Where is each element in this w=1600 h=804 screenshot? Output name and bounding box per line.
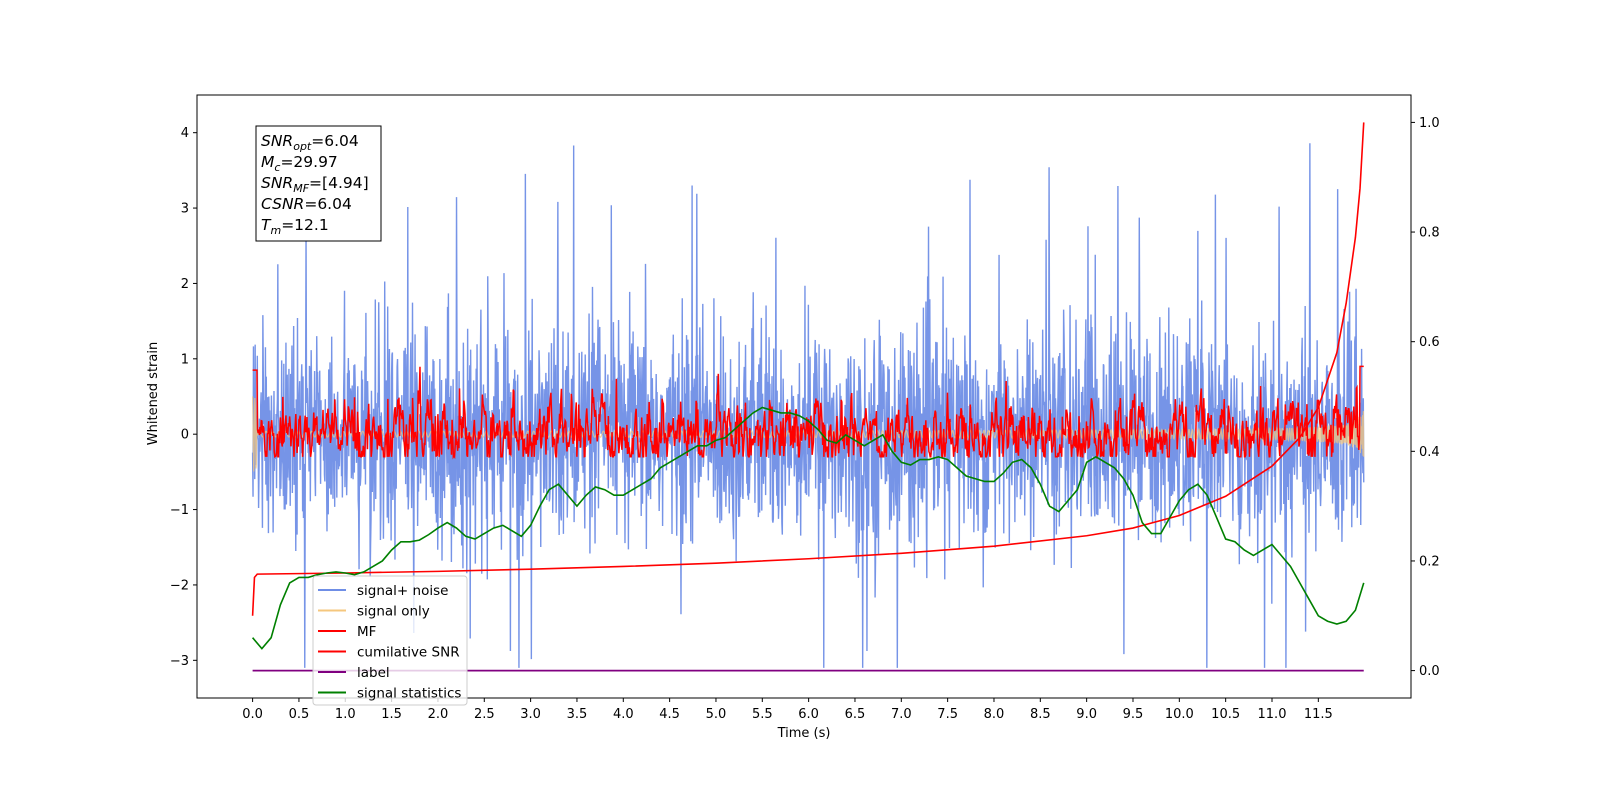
legend-label: signal statistics — [357, 686, 461, 702]
x-tick-label: 10.5 — [1211, 707, 1240, 722]
x-tick-label: 3.0 — [520, 707, 541, 722]
y-tick-label: 3 — [181, 202, 189, 217]
x-tick-label: 2.0 — [428, 707, 449, 722]
annotation-value: =12.1 — [281, 216, 329, 234]
annotation-line: SNRopt=6.04 — [261, 132, 359, 153]
legend-label: signal+ noise — [357, 583, 448, 599]
x-tick-label: 7.0 — [891, 707, 912, 722]
legend-label: cumilative SNR — [357, 645, 460, 661]
x-axis-label: Time (s) — [777, 726, 831, 741]
y-tick-label: 2 — [181, 277, 189, 292]
annotation-value: =29.97 — [280, 153, 337, 171]
annotation-symbol: M — [261, 153, 274, 171]
y2-tick-label: 0.2 — [1419, 554, 1440, 569]
annotation-frame — [255, 125, 382, 242]
legend-label: MF — [357, 624, 376, 640]
x-tick-label: 2.5 — [474, 707, 495, 722]
annotation-line: SNRMF=[4.94] — [261, 174, 369, 195]
legend: signal+ noise signal only MF cumilative SNR… — [312, 575, 468, 706]
x-tick-label: 8.0 — [984, 707, 1005, 722]
annotation-line: Mc=29.97 — [261, 153, 338, 174]
annotation-symbol: T — [261, 216, 272, 234]
plot-frame — [196, 94, 1412, 699]
y-tick-label: 0 — [181, 428, 189, 443]
legend-frame — [312, 575, 468, 706]
y2-tick-label: 0.0 — [1419, 664, 1440, 679]
x-tick-label: 9.0 — [1076, 707, 1097, 722]
annotation-value: =[4.94] — [309, 174, 369, 192]
x-tick-label: 1.5 — [381, 707, 402, 722]
annotation-value: =6.04 — [311, 132, 359, 150]
y-tick-label: 4 — [181, 126, 189, 141]
x-tick-label: 8.5 — [1030, 707, 1051, 722]
y-axis-left: 4 3 2 1 0 −1 −2 −3 — [170, 126, 197, 669]
y2-tick-label: 1.0 — [1419, 116, 1440, 131]
y2-tick-label: 0.4 — [1419, 445, 1440, 460]
annotation-symbol: SNR — [261, 174, 293, 192]
x-tick-label: 5.0 — [706, 707, 727, 722]
series-mf — [252, 365, 1364, 460]
x-tick-label: 6.5 — [845, 707, 866, 722]
annotation-subscript: m — [270, 224, 281, 237]
x-tick-label: 9.5 — [1123, 707, 1144, 722]
x-tick-label: 5.5 — [752, 707, 773, 722]
x-tick-label: 11.0 — [1258, 707, 1287, 722]
annotation-box: SNRopt=6.04Mc=29.97SNRMF=[4.94]CSNR=6.04… — [255, 125, 382, 242]
series-cumulative-snr — [251, 122, 1365, 616]
y-tick-label: −2 — [170, 578, 189, 593]
annotation-value: =6.04 — [304, 195, 352, 213]
annotation-symbol: CSNR — [261, 195, 304, 213]
legend-label: signal only — [357, 604, 430, 620]
x-tick-label: 0.5 — [289, 707, 310, 722]
x-axis: 0.0 0.5 1.0 1.5 2.0 2.5 3.0 3.5 4.0 4.5 5.0 5.5 6.0 6… — [242, 698, 1333, 722]
legend-label: label — [357, 665, 390, 681]
x-tick-label: 10.0 — [1165, 707, 1194, 722]
x-tick-label: 4.0 — [613, 707, 634, 722]
series-signal-noise — [251, 143, 1365, 668]
y2-tick-label: 0.8 — [1419, 226, 1440, 241]
annotation-symbol: SNR — [261, 132, 293, 150]
x-tick-label: 7.5 — [937, 707, 958, 722]
x-tick-label: 11.5 — [1304, 707, 1333, 722]
y-axis-label: Whitened strain — [146, 342, 161, 445]
annotation-line: CSNR=6.04 — [261, 195, 352, 213]
x-tick-label: 1.0 — [335, 707, 356, 722]
y-tick-label: −3 — [170, 654, 189, 669]
y-axis-right: 1.0 0.8 0.6 0.4 0.2 0.0 — [1411, 116, 1440, 679]
x-tick-label: 6.0 — [798, 707, 819, 722]
y2-tick-label: 0.6 — [1419, 335, 1440, 350]
x-tick-label: 4.5 — [659, 707, 680, 722]
series-signal-statistics — [251, 406, 1365, 650]
x-tick-label: 3.5 — [567, 707, 588, 722]
annotation-subscript: MF — [293, 182, 309, 195]
y-tick-label: 1 — [181, 352, 189, 367]
x-tick-label: 0.0 — [242, 707, 263, 722]
annotation-line: Tm=12.1 — [261, 216, 329, 237]
annotation-subscript: opt — [293, 140, 312, 153]
y-tick-label: −1 — [170, 503, 189, 518]
annotation-subscript: c — [274, 161, 280, 174]
